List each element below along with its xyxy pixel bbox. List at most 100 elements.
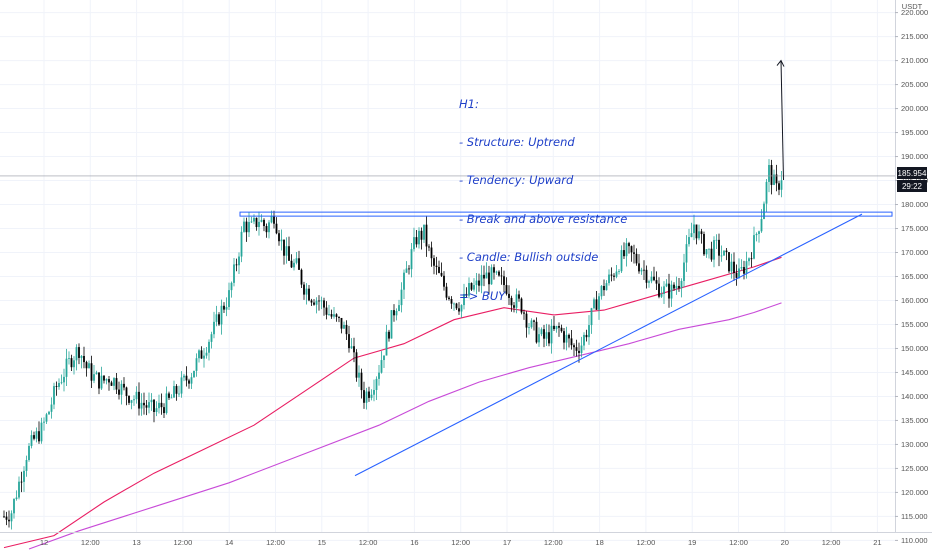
candle-body: [413, 237, 415, 250]
candle-body: [528, 327, 530, 329]
candle-body: [225, 307, 228, 310]
candle-body: [163, 407, 165, 414]
resistance-zone: [239, 211, 893, 217]
candle-body: [763, 203, 765, 220]
candle-body: [308, 288, 310, 301]
candle-body: [113, 378, 115, 386]
candle-body: [228, 290, 230, 308]
candle-body: [580, 345, 583, 353]
candle-body: [405, 268, 408, 273]
candle-body: [170, 397, 173, 399]
candle-body: [735, 272, 738, 278]
x-tick-label: 12:00: [729, 538, 748, 547]
candle-body: [255, 217, 258, 228]
candle-body: [130, 400, 133, 403]
candle-body: [748, 258, 750, 262]
candle-body: [683, 262, 685, 281]
candle-body: [115, 378, 118, 390]
candle-body: [3, 516, 5, 518]
candle-body: [253, 217, 255, 222]
x-axis-ticks: 12 12:00 13 12:00 14 12:00 15 12:00 16 12:00 17 12:…: [40, 538, 882, 547]
candle-body: [530, 320, 533, 328]
countdown-label: 29:22: [902, 182, 923, 191]
candle-body: [575, 347, 578, 351]
candle-body: [123, 383, 125, 388]
candle-body: [273, 215, 275, 224]
candle-body: [8, 519, 10, 522]
candle-body: [745, 261, 748, 274]
candle-body: [448, 297, 450, 300]
candle-body: [678, 285, 680, 289]
x-tick-label: 14: [225, 538, 233, 547]
candle-body: [415, 237, 418, 245]
candle-body: [628, 243, 630, 247]
candle-body: [733, 261, 735, 273]
candle-body: [278, 233, 280, 242]
candle-body: [340, 317, 343, 329]
support-trendline: [354, 213, 863, 477]
candle-body: [700, 231, 703, 235]
candle-body: [623, 250, 625, 257]
candle-body: [730, 261, 733, 272]
candle-body: [323, 300, 325, 308]
candle-body: [480, 274, 483, 286]
candle-body: [640, 269, 643, 272]
x-tick-label: 18: [595, 538, 603, 547]
candle-body: [550, 325, 553, 344]
candle-body: [525, 313, 528, 328]
candle-body: [460, 305, 463, 312]
candle-body: [288, 246, 290, 261]
trade-annotation: H1: - Structure: Uptrend - Tendency: Upw…: [459, 72, 627, 328]
candle-body: [570, 338, 573, 346]
candle-body: [608, 274, 610, 284]
candle-body: [128, 395, 130, 403]
candle-body: [780, 180, 783, 190]
candle-body: [768, 164, 770, 182]
candle-body: [315, 300, 318, 305]
candle-body: [610, 274, 613, 276]
candle-body: [578, 350, 580, 353]
candle-body: [665, 283, 668, 287]
candle-body: [728, 252, 730, 272]
candle-body: [325, 307, 328, 315]
candle-body: [15, 497, 18, 499]
candle-body: [505, 285, 508, 294]
candle-body: [85, 362, 88, 369]
candle-body: [558, 325, 560, 328]
price-badges: 185.954 29:22: [897, 167, 927, 192]
candle-body: [673, 284, 675, 289]
candle-body: [453, 303, 455, 305]
candle-body: [333, 314, 335, 317]
x-tick-label: 19: [688, 538, 696, 547]
candle-body: [150, 399, 153, 403]
candle-body: [75, 347, 78, 361]
candle-body: [125, 387, 128, 396]
candle-body: [120, 383, 123, 395]
candle-body: [18, 481, 20, 498]
candle-body: [210, 334, 213, 342]
candle-body: [118, 389, 120, 395]
candle-body: [693, 224, 695, 234]
candle-body: [540, 329, 543, 335]
candle-body: [258, 221, 260, 228]
candle-body: [380, 360, 383, 373]
candle-body: [433, 258, 435, 266]
candle-body: [470, 283, 473, 290]
candle-body: [350, 346, 353, 349]
candle-body: [295, 258, 298, 263]
candle-body: [175, 386, 178, 394]
x-tick-label: 12:00: [822, 538, 841, 547]
candle-body: [760, 219, 763, 232]
candle-body: [538, 334, 540, 343]
candle-body: [335, 314, 338, 317]
candle-body: [180, 377, 183, 394]
candle-body: [105, 379, 108, 381]
candle-body: [403, 272, 405, 290]
candle-body: [708, 248, 710, 250]
candle-body: [293, 262, 295, 268]
candle-body: [650, 276, 653, 282]
candle-body: [775, 174, 778, 184]
y-tick-label: 130.000: [901, 440, 928, 449]
candle-body: [548, 332, 550, 344]
